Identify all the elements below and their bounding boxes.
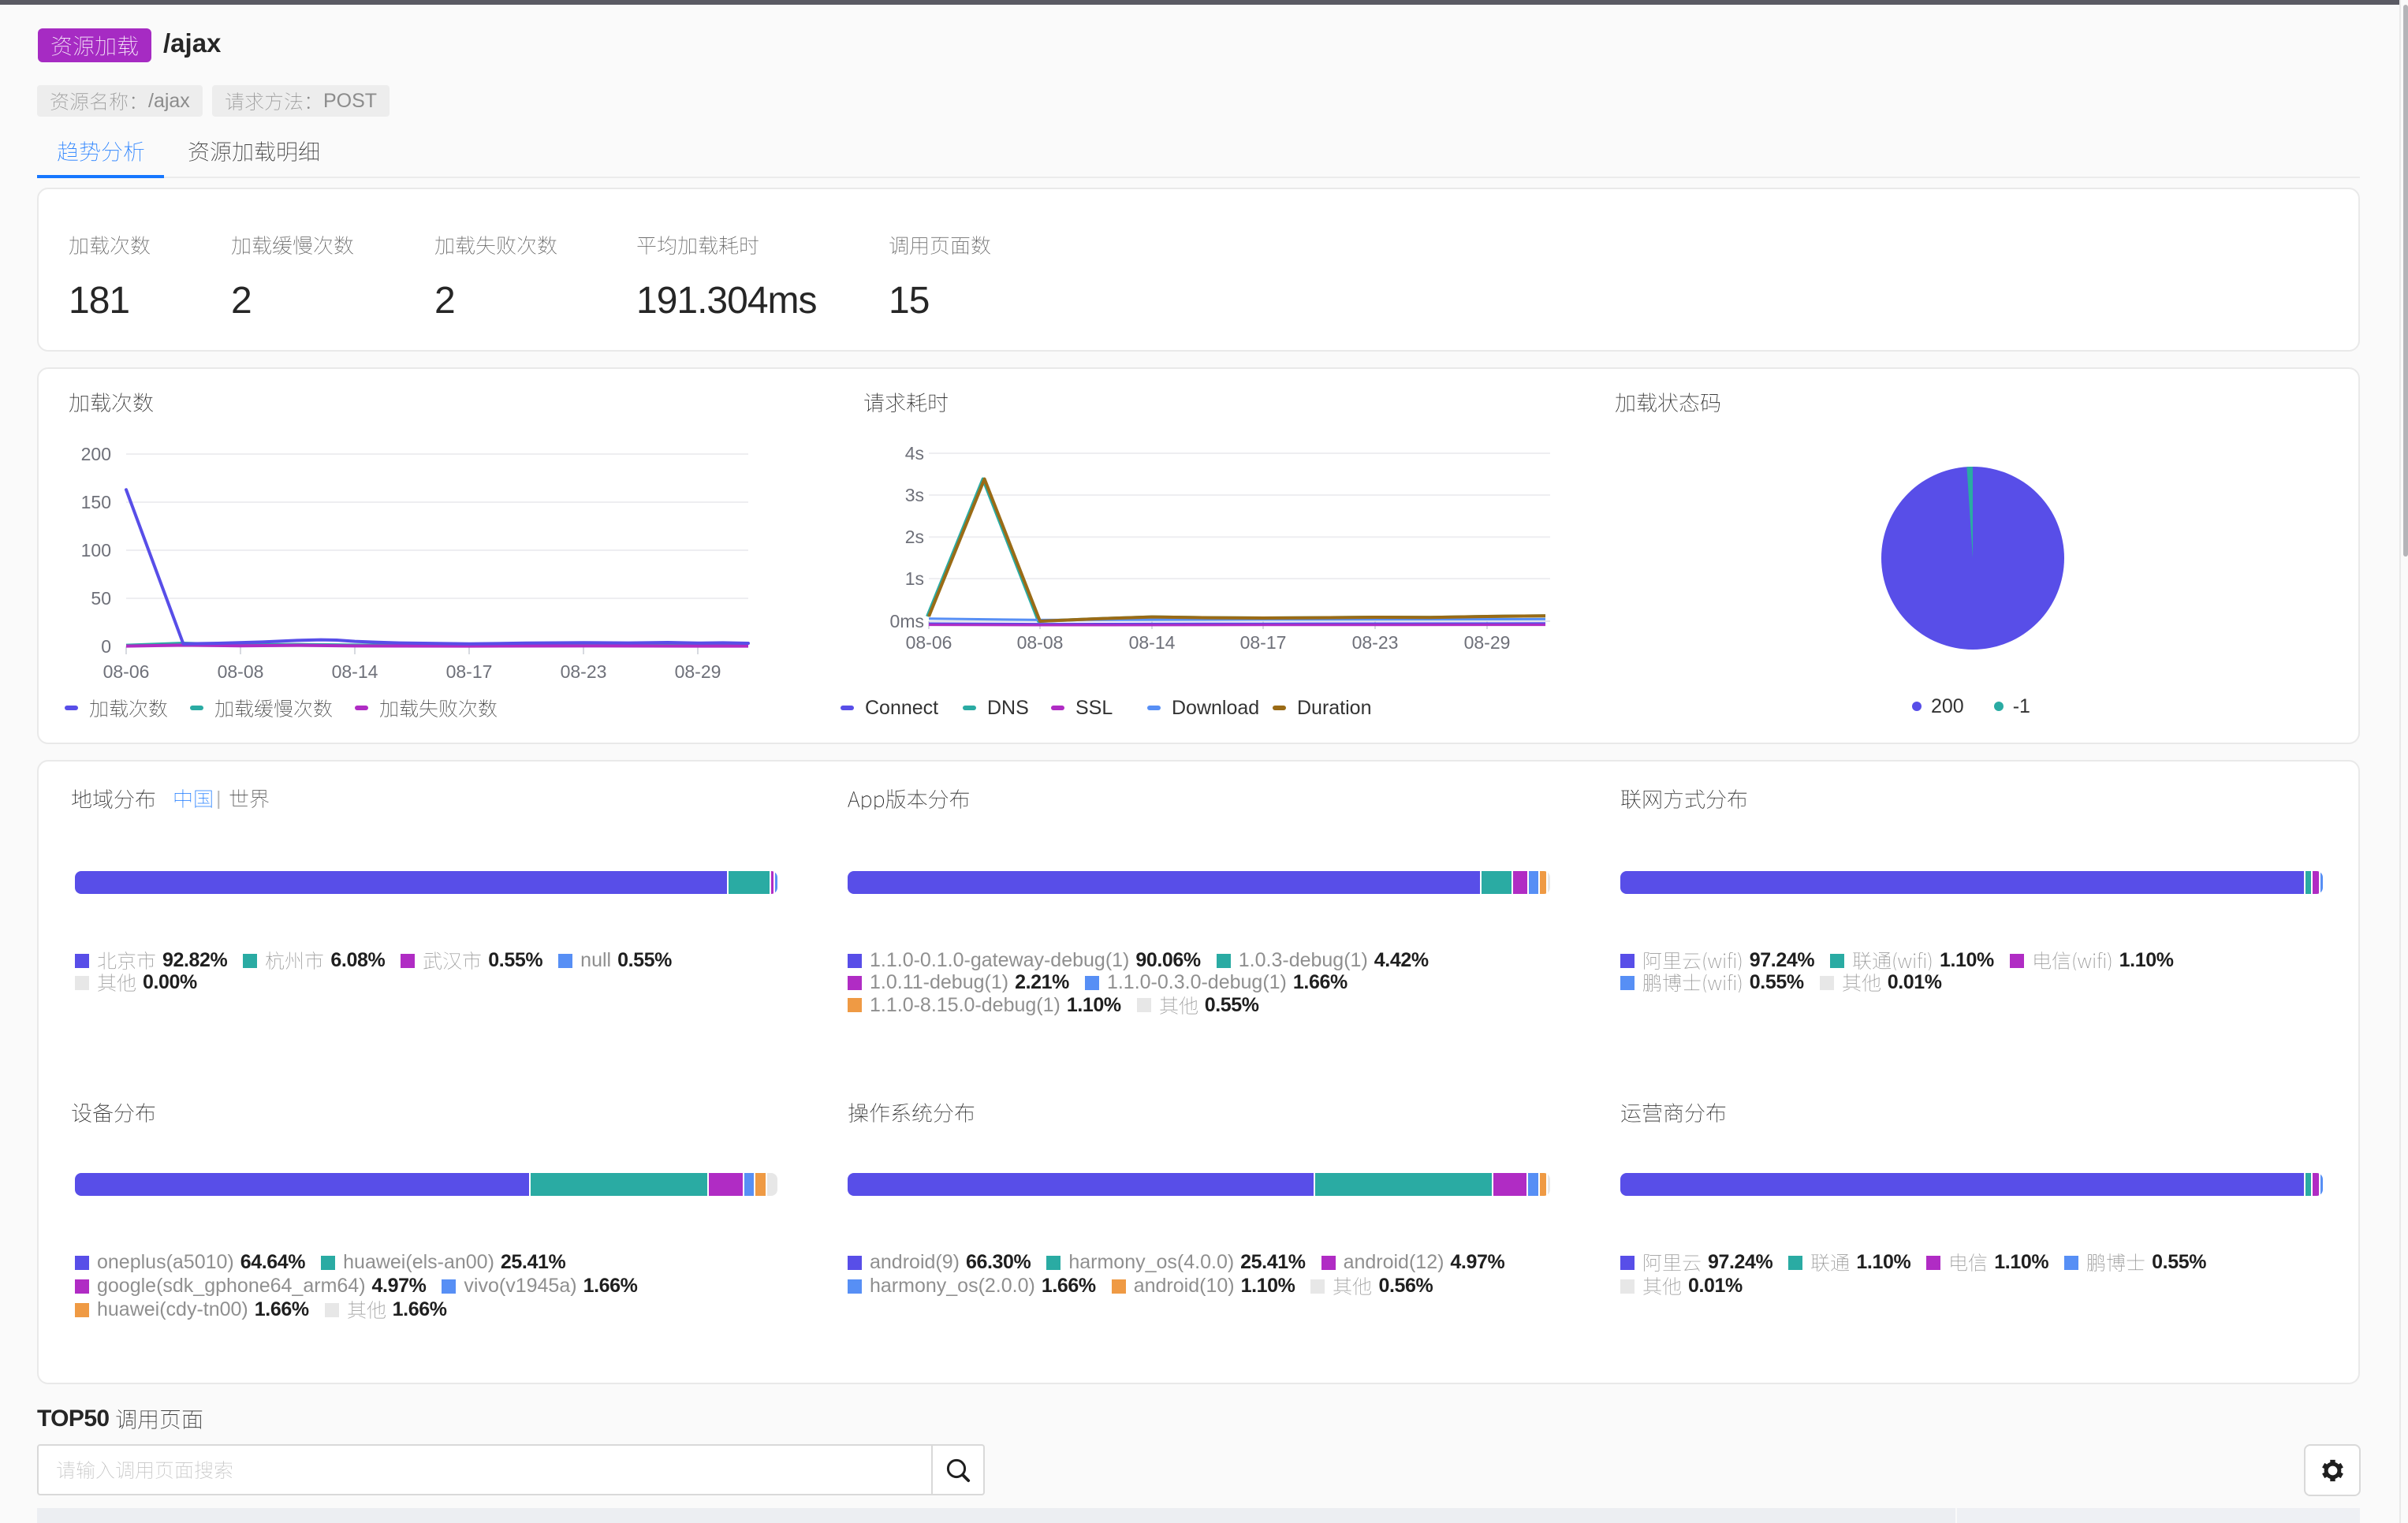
svg-text:08-08: 08-08	[1017, 632, 1064, 653]
svg-text:3s: 3s	[905, 485, 924, 505]
svg-text:0: 0	[101, 636, 111, 657]
svg-text:200: 200	[81, 444, 111, 464]
svg-text:4s: 4s	[905, 443, 924, 464]
svg-text:2s: 2s	[905, 527, 924, 547]
svg-text:08-29: 08-29	[675, 661, 721, 682]
svg-text:08-29: 08-29	[1464, 632, 1511, 653]
svg-text:1s: 1s	[905, 568, 924, 589]
svg-text:08-23: 08-23	[1352, 632, 1399, 653]
svg-text:08-06: 08-06	[103, 661, 150, 682]
svg-text:08-08: 08-08	[218, 661, 264, 682]
svg-text:08-14: 08-14	[332, 661, 378, 682]
svg-text:0ms: 0ms	[890, 611, 924, 631]
svg-text:08-17: 08-17	[1240, 632, 1287, 653]
svg-text:08-06: 08-06	[906, 632, 952, 653]
svg-text:08-23: 08-23	[561, 661, 607, 682]
svg-text:50: 50	[91, 588, 111, 609]
svg-text:150: 150	[81, 492, 111, 512]
svg-text:08-17: 08-17	[446, 661, 493, 682]
svg-text:08-14: 08-14	[1129, 632, 1176, 653]
svg-text:100: 100	[81, 540, 111, 560]
